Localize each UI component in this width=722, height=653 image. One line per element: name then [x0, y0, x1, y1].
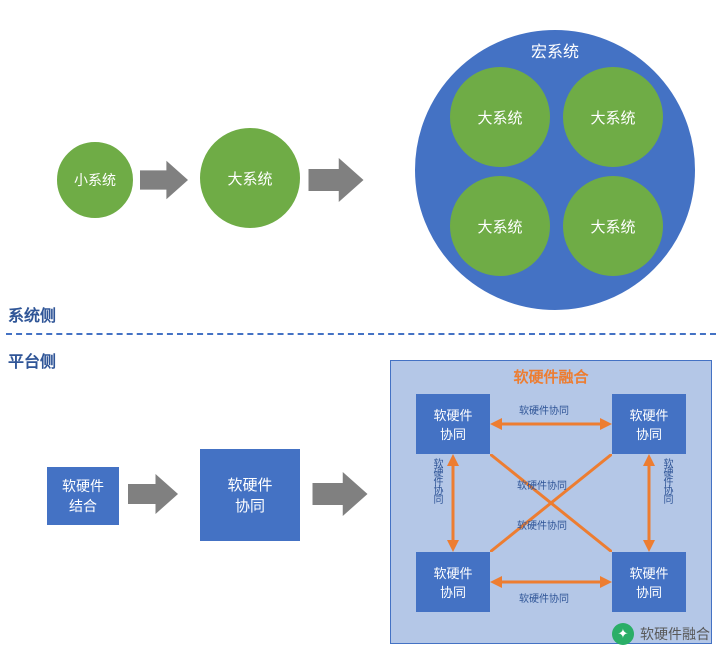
hw-sw-coord-box: 软硬件 协同 [200, 449, 300, 541]
wechat-icon: ✦ [612, 623, 634, 645]
fusion-h-label: 软硬件协同 [519, 402, 569, 417]
block-arrow [312, 472, 368, 516]
macro-inner-circle: 大系统 [450, 67, 550, 167]
fusion-node: 软硬件 协同 [416, 552, 490, 612]
big-system-circle: 大系统 [200, 128, 300, 228]
platform-side-label: 平台侧 [8, 348, 56, 372]
double-arrow-h [490, 417, 612, 431]
fusion-diag-label: 软硬件协同 [517, 517, 567, 532]
block-arrow [308, 158, 364, 202]
double-arrow-v [446, 454, 460, 552]
hw-sw-combine-box: 软硬件 结合 [47, 467, 119, 525]
macro-system-circle [415, 30, 695, 310]
double-arrow-diag [490, 454, 612, 552]
macro-inner-circle: 大系统 [450, 176, 550, 276]
watermark-text: 软硬件融合 [640, 624, 710, 644]
system-side-label: 系统侧 [8, 302, 56, 326]
fusion-v-label: 软硬件协同 [659, 458, 674, 503]
fusion-h-label: 软硬件协同 [519, 590, 569, 605]
small-system-circle: 小系统 [57, 142, 133, 218]
fusion-v-label: 软硬件协同 [429, 458, 444, 503]
fusion-node: 软硬件 协同 [612, 394, 686, 454]
section-divider [6, 333, 716, 335]
macro-inner-circle: 大系统 [563, 176, 663, 276]
fusion-node: 软硬件 协同 [612, 552, 686, 612]
double-arrow-v [642, 454, 656, 552]
fusion-node: 软硬件 协同 [416, 394, 490, 454]
fusion-title: 软硬件融合 [501, 366, 601, 387]
block-arrow [128, 474, 178, 514]
macro-system-label: 宏系统 [515, 38, 595, 62]
double-arrow-h [490, 575, 612, 589]
watermark: ✦ 软硬件融合 [612, 623, 710, 645]
macro-inner-circle: 大系统 [563, 67, 663, 167]
fusion-diag-label: 软硬件协同 [517, 477, 567, 492]
block-arrow [140, 160, 188, 200]
